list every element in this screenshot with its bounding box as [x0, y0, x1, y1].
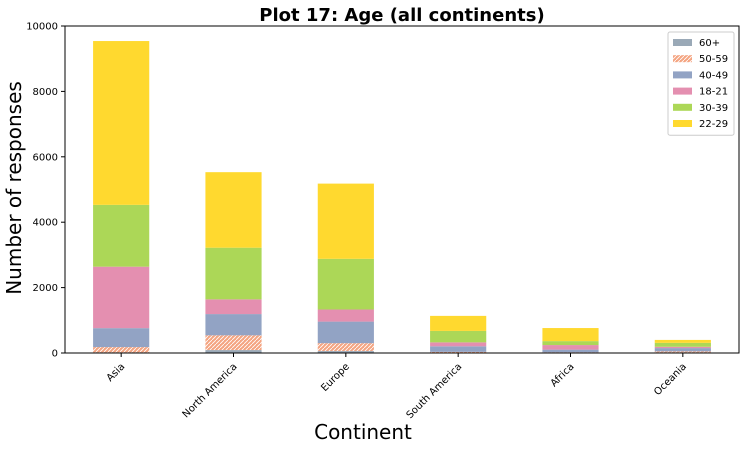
legend-swatch — [673, 71, 692, 79]
bar-18-21-oceania — [654, 346, 711, 349]
y-tick-label: 2000 — [33, 283, 58, 294]
bar-60--north-america — [205, 350, 262, 353]
legend-label: 22-29 — [699, 119, 728, 130]
bar-30-39-europe — [317, 258, 374, 310]
legend-swatch — [673, 120, 692, 127]
legend-swatch — [673, 39, 692, 46]
legend-swatch — [673, 87, 692, 95]
bar-50-59-oceania — [654, 351, 711, 353]
legend-label: 18-21 — [699, 87, 728, 98]
plot-frame — [64, 25, 740, 354]
bar-22-29-asia — [93, 41, 150, 205]
y-tick-label: 6000 — [33, 152, 58, 163]
plot-area: Asia North America Europe South America Afri… — [26, 22, 740, 421]
y-tick-label: 8000 — [33, 87, 58, 98]
x-tick-label: Europe — [319, 361, 352, 394]
x-tick-label: Oceania — [652, 361, 689, 398]
bar-18-21-europe — [317, 309, 374, 322]
legend-label: 60+ — [699, 38, 720, 49]
bar-50-59-asia — [93, 347, 150, 353]
bar-50-59-europe — [317, 343, 374, 352]
bar-30-39-south-america — [430, 330, 487, 343]
x-tick-label: South America — [405, 361, 465, 421]
bar-30-39-asia — [93, 204, 150, 267]
legend-swatch — [673, 103, 692, 111]
y-axis-label: Number of responses — [2, 81, 26, 295]
bar-30-39-africa — [542, 341, 599, 346]
bar-18-21-south-america — [430, 342, 487, 347]
bar-40-49-europe — [317, 321, 374, 344]
bar-18-21-asia — [93, 266, 150, 329]
bar-50-59-north-america — [205, 335, 262, 351]
x-tick-label: Africa — [549, 361, 577, 389]
bar-18-21-africa — [542, 345, 599, 350]
bar-40-49-oceania — [654, 348, 711, 352]
bar-22-29-africa — [542, 328, 599, 342]
chart-title: Plot 17: Age (all continents) — [259, 5, 544, 26]
legend-swatch — [673, 55, 692, 63]
bar-22-29-north-america — [205, 172, 262, 248]
bar-50-59-south-america — [430, 351, 487, 353]
bar-40-49-asia — [93, 328, 150, 348]
y-tick-label: 4000 — [33, 218, 58, 229]
x-tick-label: Asia — [105, 361, 128, 384]
legend-label: 40-49 — [699, 70, 728, 81]
bar-40-49-south-america — [430, 346, 487, 352]
bar-60--europe — [317, 351, 374, 353]
legend-label: 30-39 — [699, 103, 728, 114]
bar-22-29-oceania — [654, 339, 711, 343]
bar-18-21-north-america — [205, 299, 262, 315]
legend: 60+ 50-59 40-49 18-21 30-39 22-29 — [667, 31, 735, 136]
x-tick-label: North America — [181, 361, 240, 420]
bar-40-49-africa — [542, 349, 599, 353]
bar-30-39-north-america — [205, 247, 262, 300]
bar-22-29-europe — [317, 183, 374, 259]
bar-22-29-south-america — [430, 315, 487, 331]
bar-30-39-oceania — [654, 342, 711, 347]
bar-40-49-north-america — [205, 314, 262, 336]
x-axis-label: Continent — [314, 420, 412, 444]
y-tick-label: 10000 — [26, 22, 58, 33]
legend-label: 50-59 — [699, 54, 728, 65]
y-tick-label: 0 — [52, 349, 58, 360]
